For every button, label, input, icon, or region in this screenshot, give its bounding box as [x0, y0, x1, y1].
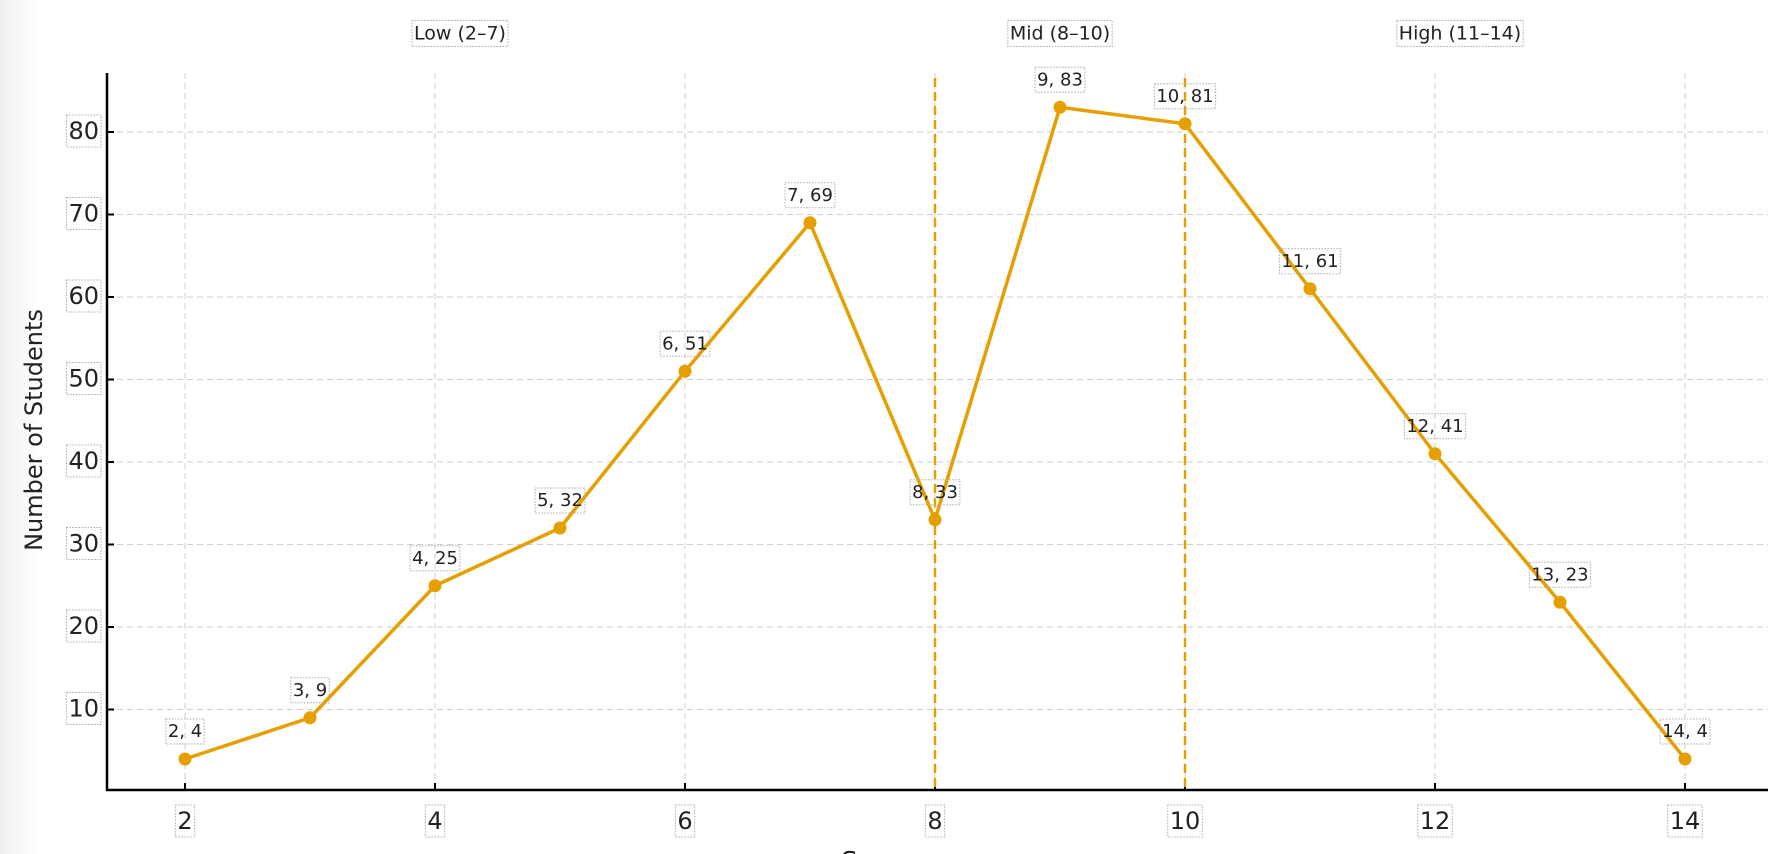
- x-tick-label: 12: [1420, 807, 1451, 835]
- x-axis-label: Score: [841, 847, 914, 854]
- data-label: 6, 51: [662, 333, 708, 354]
- y-tick-label: 60: [68, 282, 99, 310]
- data-label: 7, 69: [787, 185, 833, 206]
- data-point: [928, 513, 942, 527]
- y-tick-label: 80: [68, 117, 99, 145]
- data-point: [1178, 117, 1192, 131]
- y-tick-label: 20: [68, 612, 99, 640]
- data-label: 11, 61: [1281, 251, 1338, 272]
- y-tick-label-box: [65, 279, 102, 313]
- x-tick-label-box: [674, 804, 696, 838]
- data-point: [1553, 595, 1567, 609]
- data-label: 9, 83: [1037, 69, 1083, 90]
- region-label: High (11–14): [1399, 23, 1521, 45]
- y-axis-label: Number of Students: [20, 309, 48, 551]
- data-label-box: [409, 545, 461, 572]
- y-tick-label: 40: [68, 447, 99, 475]
- data-label: 2, 4: [168, 721, 202, 742]
- region-label: Mid (8–10): [1010, 23, 1110, 45]
- data-label: 10, 81: [1156, 86, 1213, 107]
- x-tick-label-box: [1167, 804, 1203, 838]
- x-tick-label-box: [1417, 804, 1453, 838]
- data-point: [428, 579, 442, 593]
- y-tick-label-box: [65, 609, 102, 643]
- data-point: [553, 521, 567, 535]
- data-label-box: [1528, 561, 1592, 588]
- data-point: [178, 752, 192, 766]
- x-tick-label-box: [1667, 804, 1703, 838]
- data-label-box: [534, 487, 586, 514]
- left-edge-shadow: [0, 0, 40, 854]
- data-label: 8, 33: [912, 482, 958, 503]
- data-label-box: [909, 479, 961, 506]
- data-label-box: [1034, 66, 1086, 93]
- data-point: [303, 711, 317, 725]
- data-label-box: [1659, 718, 1711, 745]
- region-label-box: [411, 20, 509, 47]
- x-tick-label-box: [924, 804, 946, 838]
- data-point: [803, 216, 817, 230]
- x-tick-label: 6: [677, 807, 692, 835]
- region-label-box: [1007, 20, 1113, 47]
- data-label: 5, 32: [537, 490, 583, 511]
- data-label: 4, 25: [412, 548, 458, 569]
- y-tick-label-box: [65, 692, 102, 725]
- data-label: 13, 23: [1531, 564, 1588, 585]
- y-tick-label-box: [65, 444, 102, 478]
- data-label-box: [659, 330, 711, 357]
- data-label-box: [1403, 413, 1467, 440]
- y-tick-label-box: [65, 527, 102, 560]
- x-tick-label: 4: [427, 807, 442, 835]
- y-tick-label: 30: [68, 530, 99, 558]
- data-label: 14, 4: [1662, 721, 1708, 742]
- y-tick-label: 10: [68, 695, 99, 723]
- data-label-box: [165, 718, 205, 745]
- x-tick-label: 14: [1670, 807, 1701, 835]
- data-label: 12, 41: [1406, 416, 1463, 437]
- data-label-box: [784, 182, 836, 209]
- x-tick-label: 2: [177, 807, 192, 835]
- data-point: [678, 364, 692, 378]
- y-tick-label-box: [65, 362, 102, 395]
- x-tick-label: 8: [927, 807, 942, 835]
- data-point: [1303, 282, 1317, 296]
- data-point: [1678, 752, 1692, 766]
- data-label: 3, 9: [293, 680, 327, 701]
- y-tick-label-box: [65, 114, 102, 148]
- x-tick-label-box: [174, 804, 196, 838]
- y-tick-label: 70: [68, 200, 99, 228]
- y-tick-label: 50: [68, 365, 99, 393]
- x-tick-label-box: [424, 804, 446, 838]
- data-label-box: [1278, 248, 1342, 275]
- region-label: Low (2–7): [414, 23, 506, 45]
- data-point: [1053, 100, 1067, 114]
- data-point: [1428, 447, 1442, 461]
- data-label-box: [290, 677, 330, 704]
- data-label-box: [1153, 83, 1217, 110]
- y-tick-label-box: [65, 197, 102, 230]
- x-tick-label: 10: [1170, 807, 1201, 835]
- region-label-box: [1396, 20, 1524, 47]
